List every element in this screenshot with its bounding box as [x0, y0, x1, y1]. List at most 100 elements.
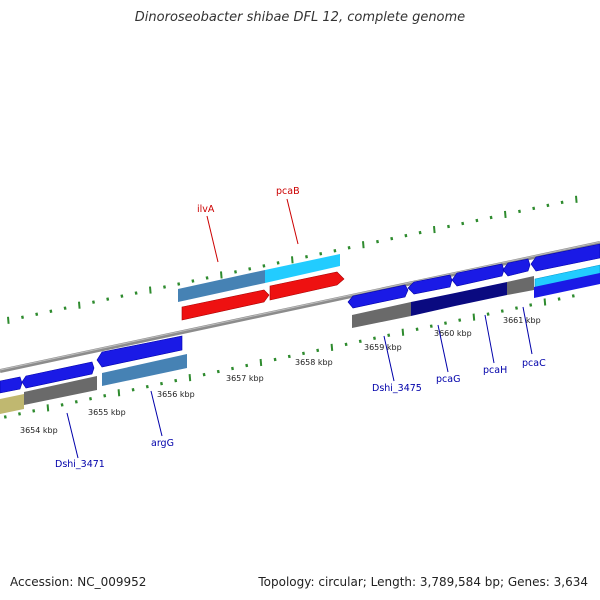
gene-label-pcab[interactable]: pcaB — [276, 186, 300, 197]
tick-mark — [234, 270, 237, 274]
gene-feature[interactable] — [407, 274, 453, 295]
tick-mark — [518, 209, 521, 214]
tick-mark — [134, 291, 138, 295]
leader-line-dshi3475 — [383, 335, 395, 382]
tick-mark — [120, 294, 124, 298]
gene-feature[interactable] — [265, 254, 340, 283]
tick-mark — [63, 306, 67, 310]
tick-mark — [387, 333, 391, 338]
genome-summary: Topology: circular; Length: 3,789,584 bp… — [258, 575, 588, 589]
tick-mark — [444, 321, 447, 325]
tick-mark — [245, 363, 249, 368]
gene-feature[interactable] — [451, 263, 505, 287]
tick-mark — [205, 276, 209, 280]
gene-label-pcah[interactable]: pcaH — [483, 365, 507, 376]
tick-mark — [60, 403, 64, 407]
tick-mark — [489, 215, 493, 220]
tick-mark — [287, 354, 291, 359]
tick-mark — [515, 306, 518, 310]
gene-feature[interactable] — [502, 258, 531, 277]
kbp-label: 3658 kbp — [295, 358, 333, 367]
gene-feature[interactable] — [455, 282, 507, 306]
tick-mark — [376, 239, 379, 244]
kbp-label: 3654 kbp — [20, 426, 58, 435]
tick-mark — [32, 409, 36, 413]
tick-mark — [472, 313, 476, 321]
tick-mark — [259, 358, 263, 367]
gene-feature[interactable] — [96, 335, 183, 368]
tick-mark — [330, 343, 334, 351]
tick-mark — [78, 301, 81, 309]
gene-feature[interactable] — [411, 293, 455, 316]
genome-backbone — [0, 241, 600, 373]
gene-label-pcac[interactable]: pcaC — [522, 358, 546, 369]
tick-mark — [358, 339, 362, 344]
gene-feature[interactable] — [102, 354, 187, 386]
leader-line-pcac — [522, 306, 533, 355]
tick-mark — [103, 394, 107, 398]
tick-mark — [188, 374, 192, 382]
leader-line-ilva — [206, 215, 219, 263]
diagram-title: Dinoroseobacter shibae DFL 12, complete … — [134, 10, 466, 25]
tick-mark — [500, 309, 504, 313]
tick-mark — [415, 327, 419, 331]
kbp-label: 3655 kbp — [88, 408, 126, 417]
tick-mark — [532, 206, 536, 211]
tick-mark — [131, 387, 135, 392]
tick-mark — [49, 309, 53, 313]
tick-mark — [373, 336, 376, 341]
tick-mark — [475, 218, 479, 223]
kbp-label: 3659 kbp — [364, 343, 402, 352]
gene-label-ilva[interactable]: ilvA — [197, 204, 215, 215]
leader-line-pcag — [437, 324, 449, 373]
reverse-strand-genes — [0, 273, 600, 414]
tick-mark — [546, 203, 550, 208]
tick-mark — [571, 294, 575, 298]
gene-feature[interactable] — [21, 361, 95, 389]
tick-mark — [504, 210, 507, 219]
tick-mark — [433, 225, 436, 234]
leader-line-argg — [150, 390, 163, 437]
kbp-label: 3657 kbp — [226, 374, 264, 383]
tick-mark — [344, 342, 348, 347]
tick-mark — [557, 297, 561, 301]
gene-label-pcag[interactable]: pcaG — [436, 374, 460, 385]
tick-mark — [529, 303, 533, 307]
gene-feature[interactable] — [0, 394, 24, 414]
tick-mark — [276, 261, 280, 265]
tick-mark — [458, 318, 462, 322]
tick-mark — [163, 285, 166, 289]
gene-feature[interactable] — [347, 284, 409, 309]
gene-feature[interactable] — [269, 271, 345, 301]
gene-feature[interactable] — [181, 289, 270, 321]
gene-feature[interactable] — [352, 302, 411, 328]
upper-track-genes — [178, 254, 345, 321]
tick-mark — [21, 315, 24, 320]
gene-leader-lines — [66, 198, 533, 459]
tick-mark — [145, 384, 149, 389]
gene-feature[interactable] — [534, 273, 600, 298]
kbp-label: 3660 kbp — [434, 329, 472, 338]
tick-mark — [248, 267, 252, 271]
tick-mark — [447, 224, 450, 229]
tick-mark — [92, 300, 95, 304]
tick-mark — [319, 252, 323, 256]
tick-mark — [231, 366, 234, 371]
tick-mark — [74, 400, 78, 404]
gene-label-argg[interactable]: argG — [151, 438, 174, 449]
gene-label-dshi3475[interactable]: Dshi_3475 — [372, 383, 422, 394]
forward-strand-genes — [0, 243, 600, 394]
leader-line-pcab — [286, 198, 299, 245]
gene-feature[interactable] — [530, 243, 600, 272]
gene-label-dshi3471[interactable]: Dshi_3471 — [55, 459, 105, 470]
gene-feature[interactable] — [178, 270, 265, 302]
gene-feature[interactable] — [24, 376, 97, 405]
gene-feature[interactable] — [507, 276, 534, 295]
tick-mark — [160, 381, 163, 386]
tick-mark — [429, 324, 433, 328]
tick-mark — [560, 200, 564, 205]
gene-feature[interactable] — [0, 376, 23, 394]
tick-mark — [174, 378, 178, 383]
tick-mark — [404, 233, 408, 238]
tick-mark — [117, 389, 121, 397]
